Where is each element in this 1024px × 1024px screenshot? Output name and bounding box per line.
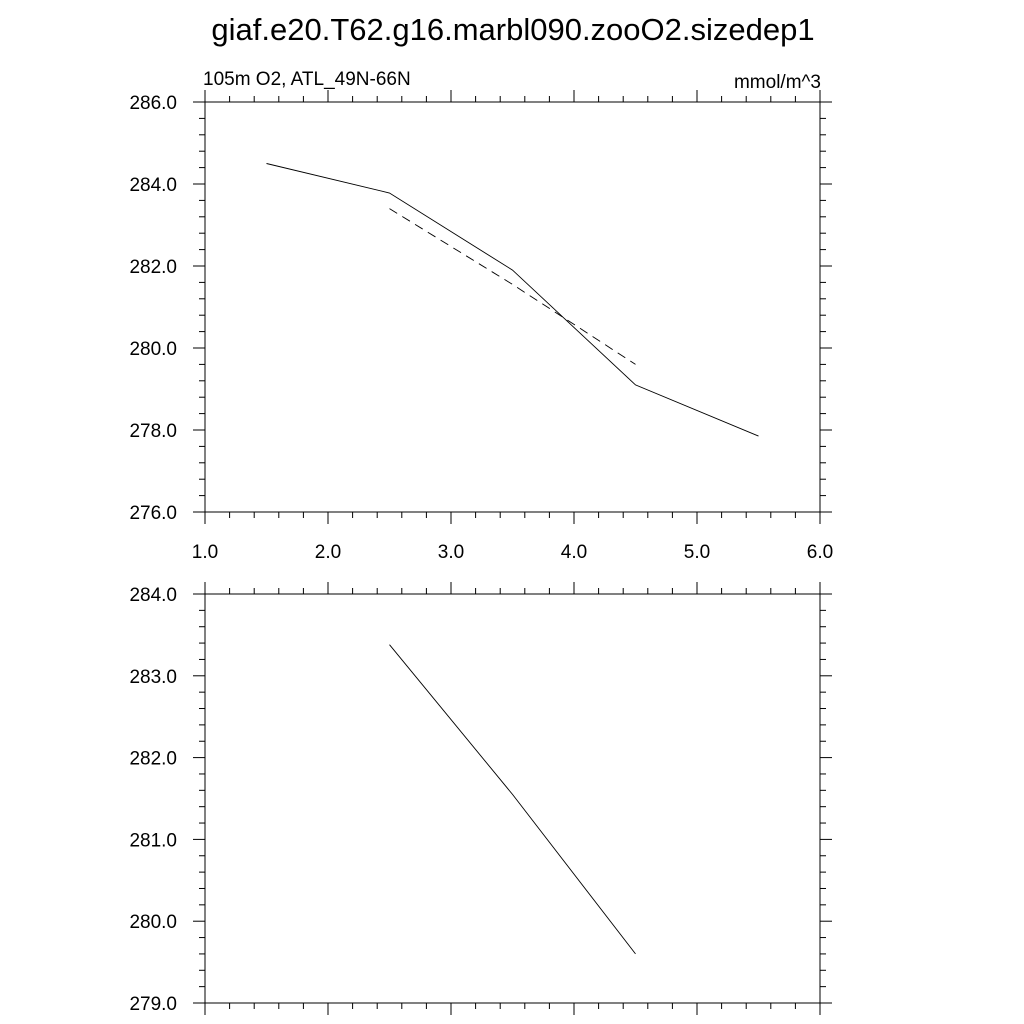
panel-right-label: mmol/m^3 <box>734 72 821 93</box>
x-tick-label: 6.0 <box>807 542 833 563</box>
x-tick-label: 2.0 <box>315 542 341 563</box>
y-tick-label: 284.0 <box>129 175 177 196</box>
y-tick-label: 283.0 <box>129 667 177 688</box>
y-tick-label: 280.0 <box>129 339 177 360</box>
y-tick-label: 282.0 <box>129 257 177 278</box>
y-tick-label: 278.0 <box>129 421 177 442</box>
series-line-solid <box>389 644 636 955</box>
plot-frame <box>204 101 821 513</box>
x-tick-label: 1.0 <box>192 542 218 563</box>
y-tick-label: 284.0 <box>129 585 177 606</box>
x-tick-label: 3.0 <box>438 542 464 563</box>
bottom-panel: 279.0 280.0 281.0 282.0 283.0 284.0 <box>129 582 832 1015</box>
x-tick-label: 4.0 <box>561 542 587 563</box>
series-line-dashed <box>389 208 636 365</box>
series-line-solid <box>266 163 759 437</box>
y-tick-label: 279.0 <box>129 994 177 1015</box>
figure-title: giaf.e20.T62.g16.marbl090.zooO2.sizedep1 <box>211 12 814 47</box>
y-tick-label: 282.0 <box>129 749 177 770</box>
y-tick-label: 280.0 <box>129 912 177 933</box>
panel-left-label: 105m O2, ATL_49N-66N <box>203 69 411 90</box>
y-tick-label: 276.0 <box>129 503 177 524</box>
x-tick-label: 5.0 <box>684 542 710 563</box>
plot-frame <box>204 593 821 1004</box>
y-tick-label: 281.0 <box>129 830 177 851</box>
top-panel: 276.0 278.0 280.0 282.0 284.0 286.0 1.0 2.0 3.0 4… <box>129 69 833 563</box>
y-tick-label: 286.0 <box>129 93 177 114</box>
